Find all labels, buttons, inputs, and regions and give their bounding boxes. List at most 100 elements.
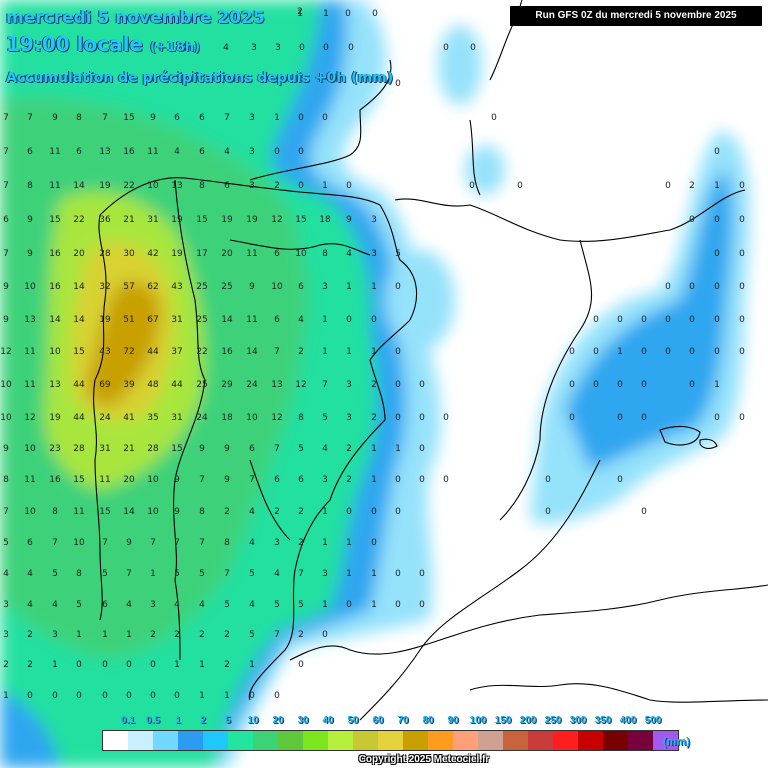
grid-value: 1 (617, 347, 623, 357)
grid-value: 0 (617, 380, 623, 390)
grid-value: 0 (641, 413, 647, 423)
grid-value: 8 (224, 538, 230, 548)
grid-value: 25 (221, 282, 232, 292)
grid-value: 7 (3, 181, 9, 191)
grid-value: 4 (249, 538, 255, 548)
grid-value: 0 (469, 181, 475, 191)
grid-value: 0 (395, 79, 401, 89)
legend-tick-label: 70 (397, 715, 409, 726)
grid-value: 8 (298, 413, 304, 423)
legend-tick-label: 30 (297, 715, 309, 726)
grid-value: 1 (224, 691, 230, 701)
grid-value: 0 (641, 507, 647, 517)
grid-value: 11 (73, 507, 84, 517)
grid-value: 30 (123, 249, 135, 259)
legend-tick-label: 5 (225, 715, 231, 726)
grid-value: 0 (323, 43, 329, 53)
grid-value: 0 (395, 347, 401, 357)
grid-value: 8 (322, 249, 328, 259)
grid-value: 1 (371, 444, 377, 454)
grid-value: 9 (52, 113, 58, 123)
grid-value: 5 (395, 249, 401, 259)
grid-value: 3 (249, 181, 255, 191)
grid-value: 2 (224, 660, 230, 670)
grid-value: 4 (52, 600, 58, 610)
run-info-box: Run GFS 0Z du mercredi 5 novembre 2025 (510, 6, 762, 26)
grid-value: 4 (274, 569, 280, 579)
grid-value: 12 (271, 215, 282, 225)
grid-value: 9 (224, 475, 230, 485)
grid-value: 1 (323, 9, 329, 19)
grid-value: 10 (246, 413, 258, 423)
grid-value: 3 (52, 630, 58, 640)
grid-value: 24 (246, 380, 258, 390)
grid-value: 0 (346, 181, 352, 191)
grid-value: 5 (199, 569, 205, 579)
grid-value: 7 (274, 444, 280, 454)
legend-swatch (478, 731, 503, 750)
grid-value: 0 (419, 569, 425, 579)
grid-value: 11 (24, 475, 35, 485)
grid-value: 6 (174, 113, 180, 123)
grid-value: 4 (322, 444, 328, 454)
grid-value: 0 (739, 315, 745, 325)
grid-value: 6 (3, 215, 9, 225)
grid-value: 11 (99, 475, 110, 485)
grid-value: 0 (298, 113, 304, 123)
grid-value: 12 (0, 347, 11, 357)
grid-value: 8 (52, 507, 58, 517)
grid-value: 14 (123, 507, 135, 517)
grid-value: 14 (73, 181, 85, 191)
grid-value: 0 (714, 315, 720, 325)
grid-value: 0 (665, 181, 671, 191)
legend-swatch (453, 731, 478, 750)
legend-tick-label: 200 (519, 715, 537, 726)
grid-value: 7 (3, 249, 9, 259)
grid-value: 0 (641, 315, 647, 325)
precipitation-legend-bar (102, 730, 679, 751)
grid-value: 6 (76, 147, 82, 157)
grid-value: 28 (73, 444, 85, 454)
grid-value: 0 (593, 347, 599, 357)
grid-value: 0 (689, 215, 695, 225)
grid-value: 4 (174, 147, 180, 157)
grid-value: 0 (569, 413, 575, 423)
grid-value: 10 (147, 181, 159, 191)
grid-value: 8 (3, 475, 9, 485)
grid-value: 8 (199, 181, 205, 191)
grid-value: 15 (295, 215, 306, 225)
grid-value: 1 (249, 660, 255, 670)
legend-swatch (578, 731, 603, 750)
grid-value: 11 (147, 147, 158, 157)
grid-value: 48 (147, 380, 159, 390)
grid-value: 15 (99, 507, 110, 517)
grid-value: 9 (174, 475, 180, 485)
grid-value: 0 (517, 181, 523, 191)
grid-value: 0 (76, 660, 82, 670)
grid-value: 0 (714, 249, 720, 259)
grid-value: 2 (298, 507, 304, 517)
grid-value: 36 (99, 215, 111, 225)
grid-value: 11 (246, 249, 257, 259)
grid-value: 19 (171, 249, 183, 259)
grid-value: 0 (372, 9, 378, 19)
grid-value: 0 (739, 282, 745, 292)
grid-value: 19 (99, 181, 111, 191)
grid-value: 22 (123, 181, 134, 191)
grid-value: 12 (271, 413, 282, 423)
grid-value: 0 (714, 347, 720, 357)
grid-value: 10 (24, 282, 36, 292)
grid-value: 3 (322, 475, 328, 485)
grid-value: 1 (126, 630, 132, 640)
copyright-notice: Copyright 2025 Meteociel.fr (358, 754, 490, 765)
grid-value: 3 (322, 282, 328, 292)
grid-value: 19 (99, 315, 111, 325)
grid-value: 6 (298, 282, 304, 292)
grid-value: 0 (419, 444, 425, 454)
grid-value: 1 (199, 691, 205, 701)
grid-value: 0 (395, 569, 401, 579)
grid-value: 10 (24, 444, 36, 454)
grid-value: 0 (419, 475, 425, 485)
legend-swatch (653, 731, 678, 750)
grid-value: 22 (73, 215, 84, 225)
